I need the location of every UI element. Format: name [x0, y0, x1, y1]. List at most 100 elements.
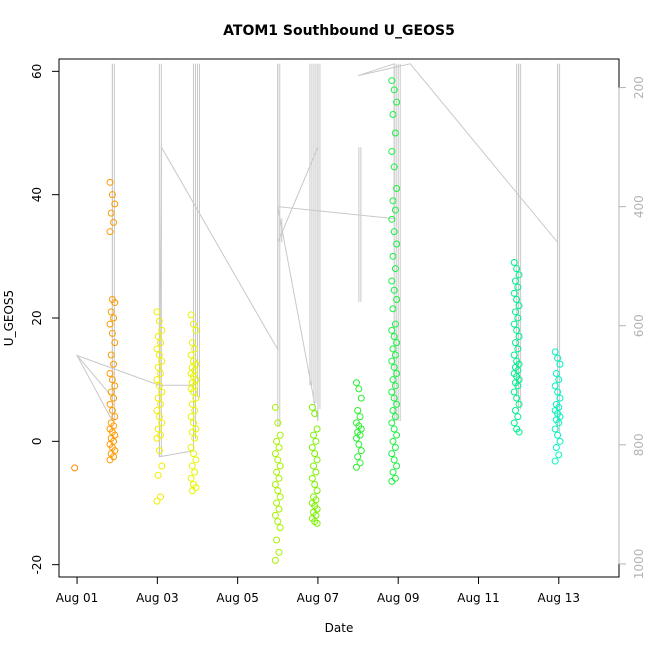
data-point: [514, 382, 522, 390]
data-point: [106, 456, 114, 464]
data-point: [388, 277, 396, 285]
data-point: [390, 333, 398, 340]
points-layer: [71, 77, 564, 564]
data-point: [189, 320, 197, 328]
pressure-path: [75, 63, 559, 458]
data-point: [274, 518, 282, 525]
data-point: [107, 209, 115, 217]
data-point: [189, 419, 197, 427]
data-point: [157, 493, 165, 501]
data-point: [274, 487, 282, 495]
x-axis-label: Date: [325, 621, 354, 635]
data-point: [108, 329, 116, 337]
data-point: [153, 407, 161, 414]
data-point: [556, 437, 564, 445]
data-point: [551, 457, 559, 465]
data-point: [158, 462, 166, 470]
data-point: [110, 394, 118, 402]
data-point: [389, 437, 397, 445]
data-point: [111, 413, 119, 421]
data-point: [352, 434, 360, 442]
data-point: [510, 259, 518, 266]
data-point: [153, 376, 161, 384]
data-point: [388, 326, 396, 334]
data-point: [515, 428, 523, 436]
data-point: [271, 556, 279, 564]
data-point: [556, 394, 564, 402]
y-axis: -20 0 20 40 60: [30, 64, 59, 575]
data-point: [389, 252, 397, 260]
data-point: [389, 305, 397, 313]
data-point: [308, 403, 316, 411]
right-tick-label: 800: [632, 433, 646, 456]
data-point: [108, 191, 116, 199]
data-point: [311, 481, 319, 488]
data-point: [191, 345, 199, 353]
data-point: [510, 388, 518, 396]
y-tick-label: 60: [30, 64, 44, 79]
data-point: [106, 370, 114, 377]
data-point: [388, 357, 396, 365]
data-point: [389, 407, 397, 414]
data-point: [153, 345, 161, 353]
data-point: [107, 388, 115, 396]
data-point: [513, 394, 521, 402]
data-point: [274, 456, 282, 464]
data-point: [393, 400, 401, 408]
data-point: [390, 456, 398, 464]
data-point: [390, 228, 398, 236]
data-point: [390, 86, 398, 94]
data-point: [511, 277, 519, 285]
data-point: [111, 382, 119, 390]
plot-frame: [58, 58, 620, 578]
data-point: [155, 447, 163, 455]
data-point: [388, 77, 396, 85]
data-point: [191, 434, 199, 442]
data-point: [191, 468, 199, 476]
data-point: [390, 425, 398, 433]
data-point: [157, 400, 165, 408]
data-point: [356, 459, 364, 467]
data-point: [511, 407, 519, 414]
data-point: [192, 456, 200, 464]
data-point: [515, 302, 523, 310]
data-point: [510, 320, 518, 328]
data-point: [275, 548, 283, 556]
data-point: [357, 394, 365, 402]
data-point: [357, 447, 365, 455]
data-point: [552, 370, 560, 377]
y-tick-label: -20: [30, 555, 44, 575]
data-point: [391, 265, 399, 273]
data-point: [111, 200, 119, 208]
data-point: [187, 311, 195, 319]
data-point: [191, 407, 199, 414]
data-point: [108, 407, 116, 414]
data-point: [390, 286, 398, 294]
data-point: [510, 419, 518, 427]
right-tick-label: 400: [632, 195, 646, 218]
data-point: [514, 283, 522, 291]
data-point: [187, 474, 195, 482]
data-point: [188, 462, 196, 470]
y-tick-label: 40: [30, 187, 44, 202]
data-point: [308, 444, 316, 451]
data-point: [271, 511, 279, 519]
data-point: [188, 487, 196, 495]
data-point: [155, 413, 163, 421]
data-point: [514, 314, 522, 322]
data-point: [391, 129, 399, 137]
data-point: [274, 419, 282, 427]
data-point: [189, 450, 197, 458]
data-point: [393, 339, 401, 347]
y-axis-label: U_GEOS5: [2, 290, 16, 346]
pressure-layer: [75, 63, 561, 458]
data-point: [388, 388, 396, 396]
data-point: [390, 163, 398, 171]
data-point: [515, 271, 523, 279]
data-point: [273, 468, 281, 476]
data-point: [153, 497, 161, 505]
data-point: [192, 394, 200, 402]
data-point: [388, 477, 396, 485]
data-point: [276, 431, 284, 439]
data-point: [554, 388, 562, 396]
